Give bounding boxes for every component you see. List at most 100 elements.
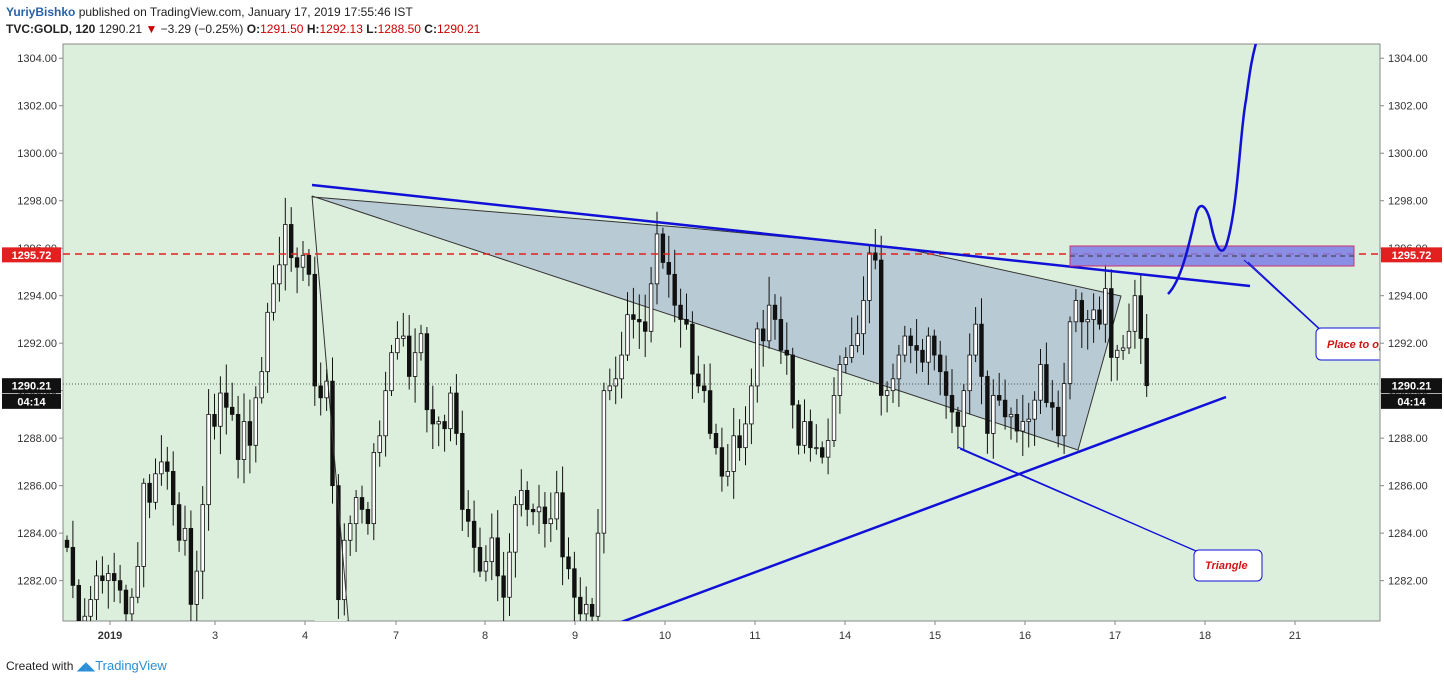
candle-down — [784, 349, 789, 356]
y-tick-label-right: 1292.00 — [1388, 338, 1428, 350]
candle-up — [991, 395, 996, 434]
footer: Created with ◢◣TradingView — [6, 658, 167, 673]
y-tick-label-left: 1304.00 — [17, 53, 57, 65]
plot-area[interactable] — [62, 43, 1381, 622]
x-tick-label: 15 — [929, 630, 941, 642]
candle-down — [112, 573, 117, 582]
tradingview-logo-icon: ◢◣ — [76, 659, 96, 673]
candle-up — [619, 354, 624, 380]
y-tick-label-right: 1284.00 — [1388, 528, 1428, 540]
last-price: 1290.21 — [98, 22, 143, 36]
candle-up — [749, 385, 754, 425]
candle-up — [277, 264, 282, 285]
entry-zone-box[interactable] — [1069, 245, 1355, 267]
candle-down — [442, 421, 447, 430]
candle-up — [849, 345, 854, 358]
candle-up — [1085, 319, 1090, 323]
candle-up — [536, 506, 542, 513]
price-tag-label: 04:14 — [17, 396, 46, 408]
candle-up — [412, 352, 418, 377]
candle-down — [572, 568, 577, 598]
y-tick-label-left: 1300.00 — [17, 148, 57, 160]
candle-down — [997, 395, 1002, 401]
candle-up — [548, 518, 553, 525]
triangle-left-edge — [311, 195, 349, 621]
long-callout[interactable] — [1315, 327, 1436, 361]
candle-up — [1115, 349, 1120, 358]
y-tick-label-right: 1300.00 — [1388, 148, 1428, 160]
candle-down — [424, 333, 430, 411]
price-tag — [2, 393, 61, 409]
candle-up — [1126, 330, 1132, 349]
candle-down — [1138, 295, 1143, 339]
lower-trendline[interactable] — [600, 395, 1227, 630]
x-tick-label: 11 — [749, 630, 760, 642]
candle-down — [666, 262, 671, 275]
y-tick-label-right: 1286.00 — [1388, 481, 1428, 493]
candle-down — [117, 580, 123, 591]
candle-down — [932, 335, 937, 356]
candle-up — [1038, 364, 1043, 401]
candle-up — [259, 371, 264, 399]
candle-up — [1061, 383, 1067, 437]
candle-down — [430, 409, 435, 425]
candle-down — [100, 575, 105, 582]
candle-up — [271, 283, 276, 313]
projected-path[interactable] — [1167, 36, 1258, 295]
candle-up — [353, 497, 359, 525]
candle-down — [123, 589, 129, 615]
open-value: 1291.50 — [260, 22, 304, 36]
candle-up — [507, 551, 512, 598]
author-link[interactable]: YuriyBishko — [6, 5, 76, 19]
candle-up — [831, 395, 837, 441]
candle-up — [861, 300, 866, 335]
candle-up — [489, 537, 494, 563]
candle-down — [165, 461, 170, 472]
price-tag-label: 04:14 — [1397, 396, 1426, 408]
candle-down — [943, 371, 949, 396]
candle-up — [106, 573, 111, 582]
candle-up — [731, 435, 736, 472]
y-tick-label-right: 1288.00 — [1388, 433, 1428, 445]
open-label: O: — [246, 22, 261, 36]
candle-down — [542, 506, 548, 525]
candle-down — [955, 411, 961, 427]
candle-down — [719, 447, 725, 477]
candle-up — [159, 461, 164, 475]
candle-up — [755, 328, 760, 387]
candle-up — [1120, 347, 1126, 351]
triangle-callout[interactable] — [1193, 549, 1263, 582]
price-tag — [1381, 393, 1442, 409]
x-tick-label: 18 — [1199, 630, 1211, 642]
candle-up — [218, 392, 223, 427]
candle-down — [501, 575, 506, 598]
candle-up — [825, 440, 831, 458]
candle-down — [229, 406, 235, 415]
candle-up — [625, 314, 630, 356]
candle-down — [312, 273, 317, 387]
candle-down — [631, 314, 636, 320]
candle-down — [465, 508, 471, 522]
candle-up — [129, 596, 135, 615]
tradingview-brand[interactable]: TradingView — [95, 658, 167, 673]
x-tick-label: 2019 — [98, 630, 122, 642]
y-tick-label-right: 1298.00 — [1388, 196, 1428, 208]
candle-down — [560, 492, 565, 558]
symbol-label[interactable]: TVC:GOLD, 120 — [6, 22, 96, 36]
candle-up — [961, 390, 966, 427]
candle-down — [672, 273, 677, 306]
candle-up — [519, 490, 524, 506]
candle-up — [802, 421, 807, 446]
candle-up — [1020, 421, 1025, 432]
price-tag-label: 1290.21 — [12, 381, 52, 393]
candle-up — [896, 354, 902, 380]
candle-down — [660, 233, 666, 263]
candle-up — [1032, 399, 1037, 420]
candle-down — [707, 390, 713, 434]
candle-up — [766, 304, 772, 342]
y-tick-label-right: 1304.00 — [1388, 53, 1428, 65]
candle-up — [436, 421, 441, 425]
candle-up — [153, 473, 158, 503]
upper-trendline[interactable] — [311, 183, 1251, 288]
